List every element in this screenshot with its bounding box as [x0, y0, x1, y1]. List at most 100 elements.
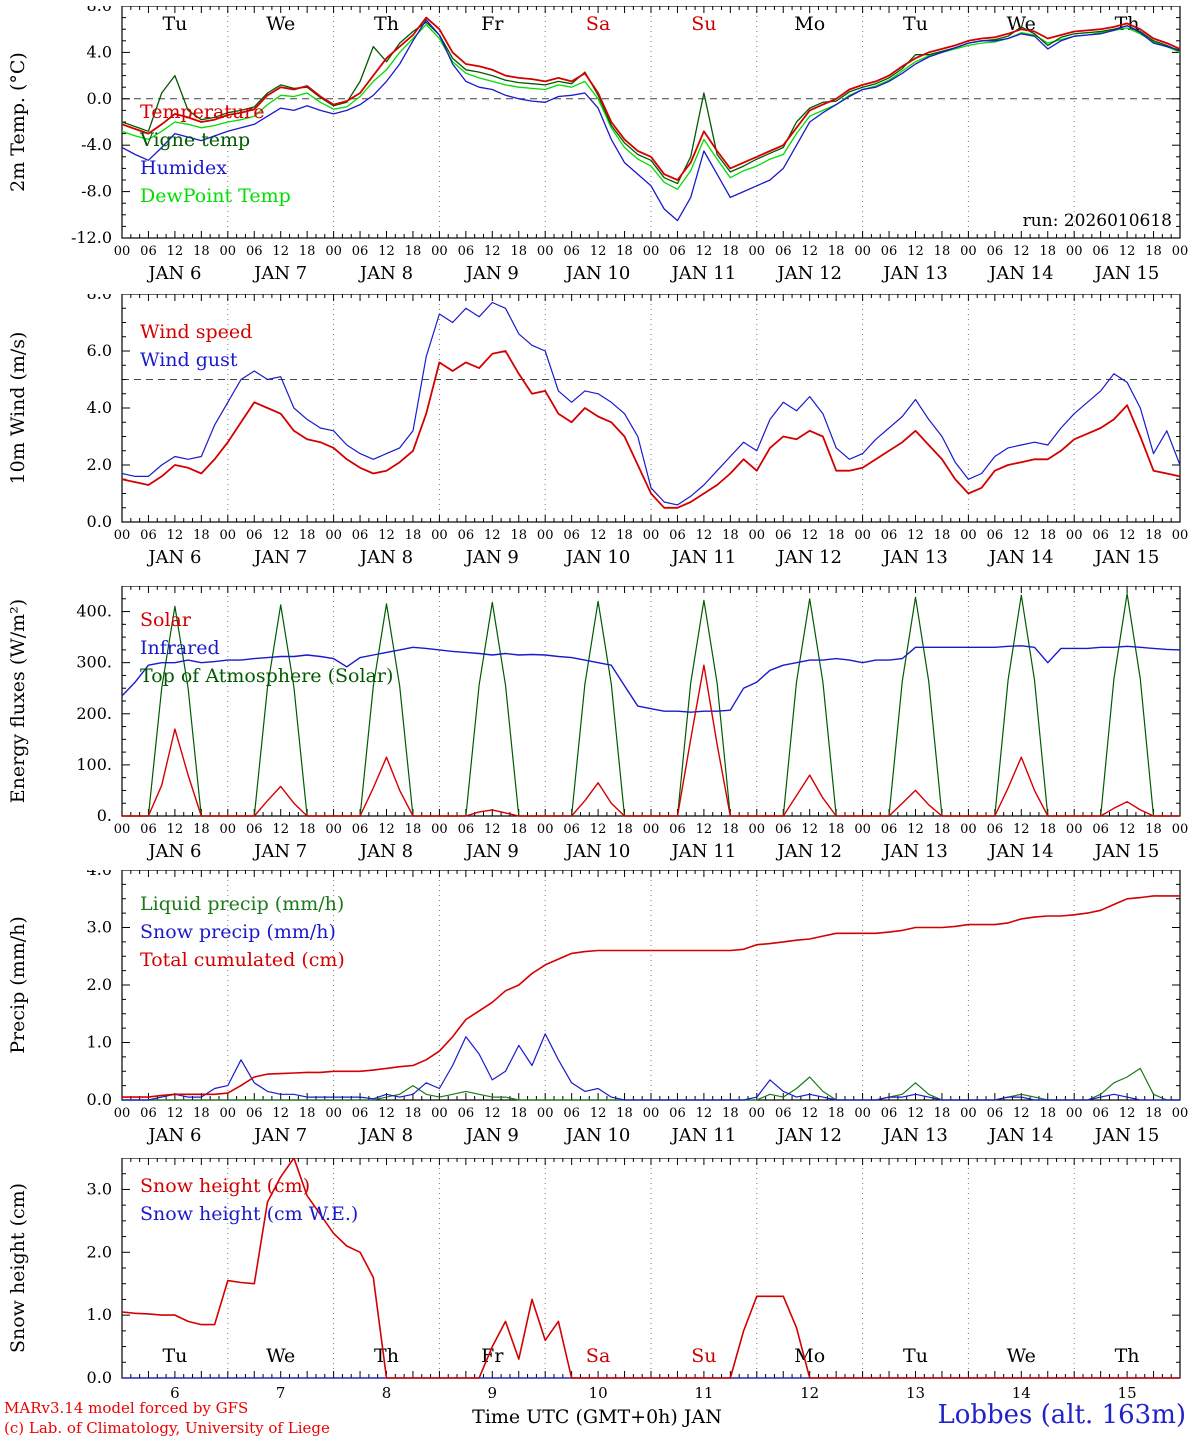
- day-label: JAN 8: [358, 1125, 413, 1146]
- day-label: JAN 9: [464, 263, 519, 284]
- hour-tick-label: 00: [220, 528, 237, 543]
- weekday-label: Tu: [903, 1345, 928, 1367]
- day-label: JAN 11: [670, 263, 737, 284]
- day-label: JAN 13: [881, 841, 948, 862]
- day-label: JAN 7: [252, 841, 307, 862]
- series-snow-precip: [122, 1033, 1180, 1101]
- y-axis-title: 10m Wind (m/s): [7, 332, 29, 485]
- y-tick-label: 1.0: [87, 1305, 112, 1324]
- hour-tick-label: 00: [1066, 822, 1083, 837]
- day-label: JAN 10: [564, 1125, 631, 1146]
- hour-tick-label: 12: [484, 822, 501, 837]
- hour-tick-label: 18: [510, 822, 527, 837]
- hour-tick-label: 06: [775, 822, 792, 837]
- y-tick-label: 0.0: [87, 1090, 112, 1109]
- hour-tick-label: 18: [828, 822, 845, 837]
- day-label: JAN 12: [775, 841, 842, 862]
- hour-tick-label: 00: [325, 528, 342, 543]
- day-label: JAN 10: [564, 841, 631, 862]
- hour-tick-label: 12: [1119, 244, 1136, 259]
- day-label: JAN 6: [146, 1125, 201, 1146]
- hour-tick-label: 00: [537, 822, 554, 837]
- hour-tick-label: 06: [1092, 244, 1109, 259]
- hour-tick-label: 18: [828, 1106, 845, 1121]
- legend-vigne-temp: Vigne temp: [139, 129, 250, 151]
- hour-tick-label: 12: [484, 528, 501, 543]
- hour-tick-label: 18: [616, 822, 633, 837]
- day-label: JAN 6: [146, 547, 201, 568]
- day-label: JAN 7: [252, 263, 307, 284]
- hour-tick-label: 06: [352, 1106, 369, 1121]
- hour-tick-label: 00: [220, 822, 237, 837]
- hour-tick-label: 18: [828, 528, 845, 543]
- hour-tick-label: 06: [987, 244, 1004, 259]
- hour-tick-label: 18: [1039, 1106, 1056, 1121]
- day-label: JAN 9: [464, 1125, 519, 1146]
- hour-tick-label: 00: [431, 244, 448, 259]
- hour-tick-label: 00: [325, 822, 342, 837]
- day-label: JAN 10: [564, 547, 631, 568]
- hour-tick-label: 00: [749, 1106, 766, 1121]
- legend-snow-precip-mm-h: Snow precip (mm/h): [140, 921, 336, 943]
- series-temperature: [121, 16, 1181, 181]
- hour-tick-label: 00: [749, 244, 766, 259]
- hour-tick-label: 18: [299, 244, 316, 259]
- hour-tick-label: 12: [167, 822, 184, 837]
- hour-tick-label: 06: [563, 528, 580, 543]
- y-axis-title: Energy fluxes (W/m²): [7, 599, 29, 803]
- day-number-label: 7: [276, 1384, 286, 1402]
- legend-top-of-atmosphere-solar: Top of Atmosphere (Solar): [140, 665, 393, 687]
- energy-flux-panel: 400.300.200.100.0.00 06 12 18 00 06 12 18 00 06 12…: [7, 586, 1188, 862]
- weekday-label: Fr: [481, 13, 504, 35]
- hour-tick-label: 06: [881, 1106, 898, 1121]
- day-number-label: 8: [382, 1384, 392, 1402]
- hour-tick-label: 06: [352, 528, 369, 543]
- hour-tick-label: 12: [378, 1106, 395, 1121]
- hour-tick-label: 06: [881, 244, 898, 259]
- hour-tick-label: 18: [405, 822, 422, 837]
- hour-tick-label: 18: [193, 244, 210, 259]
- hour-tick-label: 06: [458, 822, 475, 837]
- hour-tick-label: 06: [563, 1106, 580, 1121]
- hour-tick-label: 06: [987, 528, 1004, 543]
- hour-tick-label: 00: [114, 528, 131, 543]
- legend-total-cumulated-cm: Total cumulated (cm): [140, 949, 345, 971]
- weekday-label: Tu: [903, 13, 928, 35]
- weekday-label: Th: [374, 13, 399, 35]
- credit-line-2: (c) Lab. of Climatology, University of L…: [4, 1419, 330, 1437]
- hour-tick-label: 00: [643, 528, 660, 543]
- station-label: Lobbes (alt. 163m): [937, 1400, 1186, 1430]
- hour-tick-label: 18: [193, 822, 210, 837]
- hour-tick-label: 06: [140, 1106, 157, 1121]
- hour-tick-label: 00: [325, 244, 342, 259]
- hour-tick-label: 00: [220, 244, 237, 259]
- day-label: JAN 6: [146, 841, 201, 862]
- day-number-label: 15: [1118, 1384, 1137, 1402]
- hour-tick-label: 06: [669, 1106, 686, 1121]
- day-label: JAN 10: [564, 263, 631, 284]
- hour-tick-label: 00: [431, 528, 448, 543]
- legend-snow-height-cm-w-e: Snow height (cm W.E.): [140, 1203, 358, 1225]
- weekday-label: Mo: [794, 13, 825, 35]
- hour-tick-label: 00: [1172, 244, 1189, 259]
- day-number-label: 6: [170, 1384, 180, 1402]
- legend-dewpoint-temp: DewPoint Temp: [140, 185, 291, 207]
- hour-tick-label: 12: [272, 244, 289, 259]
- hour-tick-label: 18: [934, 528, 951, 543]
- series-snow-height: [121, 1158, 1180, 1379]
- hour-tick-label: 12: [801, 528, 818, 543]
- hour-tick-label: 06: [246, 528, 263, 543]
- y-tick-label: 3.0: [87, 1179, 112, 1198]
- hour-tick-label: 06: [987, 822, 1004, 837]
- hour-tick-label: 00: [749, 528, 766, 543]
- hour-tick-label: 00: [114, 822, 131, 837]
- y-tick-label: 6.0: [87, 341, 112, 360]
- day-label: JAN 12: [775, 547, 842, 568]
- snow-height-panel: 3.0 2.0 1.0 0.0 6 7 8 9 10 11 12 13 14 15 Tu We Th Fr Sa Su…: [7, 1158, 1181, 1402]
- day-label: JAN 11: [670, 547, 737, 568]
- series-top-of-atmosphere-solar: [122, 593, 1180, 817]
- hour-tick-label: 12: [590, 1106, 607, 1121]
- hour-tick-label: 00: [537, 528, 554, 543]
- hour-tick-label: 18: [722, 244, 739, 259]
- hour-tick-label: 06: [563, 244, 580, 259]
